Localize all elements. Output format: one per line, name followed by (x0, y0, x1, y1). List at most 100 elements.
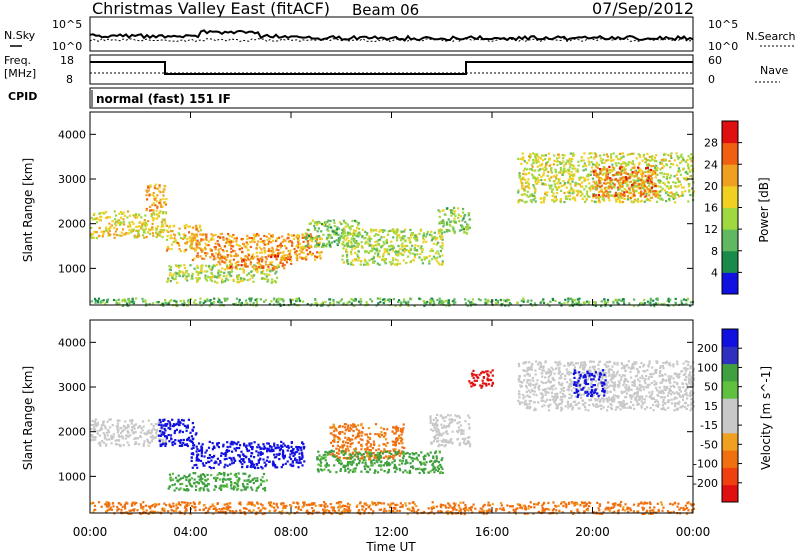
heatmap-cell (211, 254, 214, 257)
heatmap-cell (367, 455, 370, 458)
heatmap-cell (243, 479, 246, 482)
heatmap-cell (314, 227, 317, 230)
heatmap-cell (118, 219, 121, 222)
heatmap-cell (152, 427, 155, 430)
heatmap-cell (155, 301, 158, 304)
heatmap-cell (233, 458, 236, 461)
heatmap-cell (387, 253, 390, 256)
heatmap-cell (306, 244, 309, 247)
heatmap-cell (94, 418, 97, 421)
heatmap-cell (126, 216, 129, 219)
heatmap-cell (556, 182, 559, 185)
heatmap-cell (213, 280, 216, 283)
heatmap-cell (519, 198, 522, 202)
heatmap-cell (374, 423, 378, 426)
heatmap-cell (596, 173, 599, 176)
heatmap-cell (152, 219, 155, 222)
heatmap-cell (115, 233, 118, 237)
heatmap-cell (102, 420, 105, 423)
heatmap-cell (263, 243, 266, 246)
heatmap-cell (387, 455, 390, 458)
heatmap-cell (230, 244, 233, 247)
heatmap-cell (246, 479, 249, 482)
heatmap-cell (257, 461, 260, 464)
heatmap-cell (398, 434, 401, 437)
heatmap-cell (310, 245, 313, 249)
heatmap-cell (281, 258, 284, 261)
heatmap-cell (166, 302, 169, 305)
heatmap-cell (518, 172, 521, 175)
heatmap-cell (276, 265, 279, 268)
heatmap-cell (141, 420, 145, 423)
heatmap-cell (113, 226, 116, 229)
heatmap-cell (169, 237, 172, 240)
heatmap-cell (121, 228, 125, 231)
heatmap-cell (185, 429, 188, 432)
heatmap-cell (540, 157, 543, 160)
heatmap-cell (344, 238, 347, 241)
heatmap-cell (368, 436, 371, 440)
heatmap-cell (260, 271, 263, 274)
heatmap-cell (306, 303, 309, 306)
heatmap-cell (646, 188, 649, 191)
heatmap-cell (349, 438, 352, 441)
heatmap-cell (432, 242, 435, 245)
heatmap-cell (391, 461, 394, 464)
heatmap-cell (603, 191, 606, 194)
heatmap-cell (204, 300, 207, 303)
heatmap-cell (235, 237, 238, 240)
heatmap-cell (378, 434, 381, 438)
heatmap-cell (336, 242, 339, 245)
heatmap-cell (676, 177, 679, 180)
heatmap-cell (396, 438, 399, 441)
heatmap-cell (637, 179, 640, 182)
heatmap-cell (689, 301, 693, 304)
heatmap-cell (380, 430, 383, 434)
heatmap-cell (321, 469, 324, 472)
heatmap-cell (394, 432, 397, 435)
heatmap-cell (212, 258, 215, 261)
heatmap-cell (161, 427, 164, 431)
heatmap-cell (225, 277, 228, 280)
heatmap-cell (164, 185, 167, 188)
heatmap-cell (530, 168, 533, 171)
heatmap-cell (263, 487, 267, 490)
heatmap-cell (220, 301, 223, 304)
heatmap-cell (242, 472, 245, 475)
heatmap-cell (447, 301, 450, 304)
heatmap-cell (151, 203, 154, 207)
heatmap-cell (539, 168, 542, 171)
heatmap-cell (238, 478, 241, 481)
heatmap-cell (284, 462, 287, 465)
heatmap-cell (593, 163, 596, 166)
heatmap-cell (352, 263, 355, 266)
heatmap-cell (565, 170, 568, 173)
heatmap-cell (155, 200, 158, 203)
heatmap-cell (420, 463, 423, 466)
nsky-top-tick: 10^5 (52, 18, 82, 31)
heatmap-cell (681, 194, 684, 197)
heatmap-cell (434, 468, 437, 471)
heatmap-cell (333, 225, 336, 228)
heatmap-cell (333, 231, 337, 234)
heatmap-cell (635, 157, 638, 160)
heatmap-cell (159, 198, 162, 201)
heatmap-cell (464, 220, 467, 224)
heatmap-cell (608, 199, 611, 202)
heatmap-cell (592, 157, 596, 160)
heatmap-cell (319, 459, 322, 462)
heatmap-cell (238, 298, 241, 301)
heatmap-cell (668, 195, 671, 198)
heatmap-cell (669, 186, 672, 189)
heatmap-cell (429, 301, 432, 304)
heatmap-cell (523, 189, 527, 192)
heatmap-cell (239, 303, 242, 306)
heatmap-cell (310, 303, 313, 306)
heatmap-cell (166, 245, 169, 248)
heatmap-cell (368, 458, 371, 461)
heatmap-cell (533, 191, 537, 194)
heatmap-cell (402, 450, 405, 453)
heatmap-cell (368, 453, 371, 456)
heatmap-cell (571, 197, 574, 200)
heatmap-cell (258, 446, 261, 449)
